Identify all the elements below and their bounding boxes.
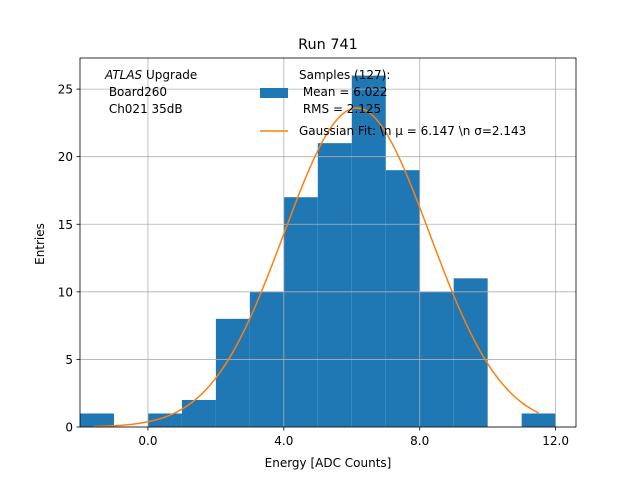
x-tick-label: 4.0	[274, 434, 293, 448]
histogram-bar	[453, 278, 488, 427]
x-axis-label: Energy [ADC Counts]	[265, 456, 392, 470]
y-tick-label: 10	[58, 285, 73, 299]
atlas-italic: ATLAS	[104, 68, 143, 82]
legend-samples-line-1: Samples (127):	[299, 68, 390, 82]
legend-samples-swatch	[260, 88, 288, 98]
histogram-bar	[147, 413, 182, 427]
annotation-board: Board260	[105, 85, 167, 99]
gaussian-fit-line	[93, 107, 539, 428]
legend-samples-line-3: RMS = 2.125	[299, 102, 381, 116]
legend-fit-label: Gaussian Fit: \n μ = 6.147 \n σ=2.143	[299, 124, 526, 138]
histogram-bar	[521, 413, 556, 427]
legend-samples-line-2: Mean = 6.022	[299, 85, 388, 99]
atlas-annotation: ATLAS Upgrade Board260 Ch021 35dB	[104, 68, 197, 116]
histogram-bar	[385, 170, 420, 427]
histogram-bar	[351, 75, 386, 428]
y-tick-label: 25	[58, 83, 73, 97]
histogram-bar	[317, 143, 352, 427]
atlas-label: ATLAS Upgrade	[104, 68, 197, 82]
y-tick-label: 20	[58, 150, 73, 164]
annotation-channel: Ch021 35dB	[105, 102, 183, 116]
y-tick-label: 5	[65, 353, 73, 367]
axes-frame	[79, 57, 577, 428]
histogram-bar	[181, 399, 216, 427]
y-axis-label: Entries	[33, 223, 47, 265]
histogram-bar	[80, 413, 114, 427]
histogram-bar	[283, 197, 318, 427]
x-tick-label: 8.0	[410, 434, 429, 448]
atlas-upgrade: Upgrade	[142, 68, 197, 82]
plot-area: 0.0 4.0 8.0 12.0 0 5 10 15 20 25	[58, 57, 577, 448]
x-tick-label: 0.0	[138, 434, 157, 448]
chart-title: Run 741	[298, 37, 358, 53]
y-tick-label: 0	[65, 421, 73, 435]
x-tick-label: 12.0	[542, 434, 569, 448]
histogram-bar	[215, 318, 250, 427]
legend: Samples (127): Mean = 6.022 RMS = 2.125 …	[260, 68, 526, 138]
y-tick-label: 15	[58, 218, 73, 232]
